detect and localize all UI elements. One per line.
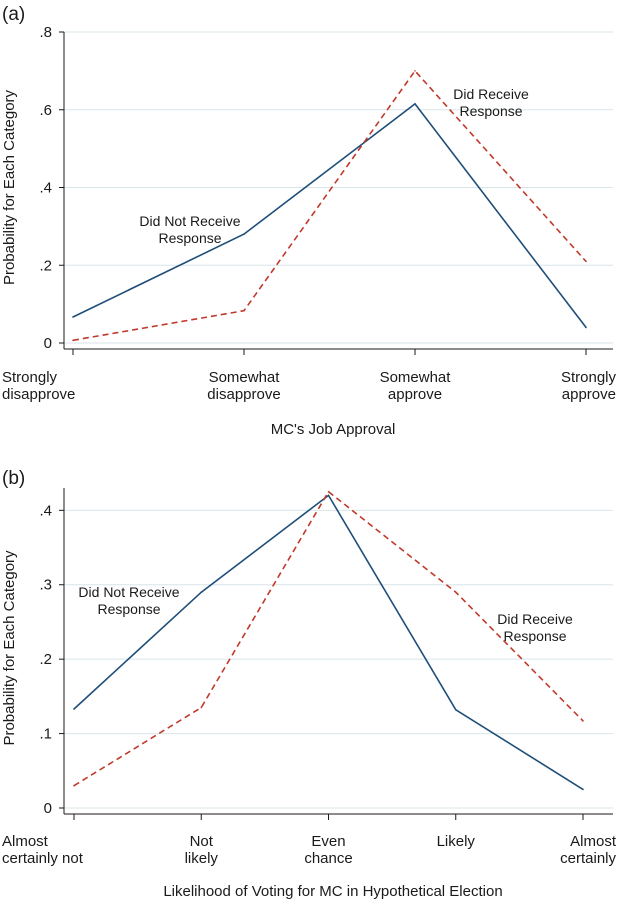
data-point <box>200 591 203 593</box>
chart-panel-b: (b) 0 .1 .2 .3 .4 Probability for Each Categor… <box>1 468 617 900</box>
series-line-received <box>72 69 587 342</box>
series-line-not-received <box>72 102 587 328</box>
y-tick-label: .1 <box>39 726 52 743</box>
annotation-not-received: Response <box>97 601 160 617</box>
y-tick-label: .2 <box>39 257 52 274</box>
data-point <box>243 233 245 235</box>
data-point <box>454 708 457 711</box>
data-point <box>585 326 587 329</box>
x-category-label: certainly <box>560 850 616 867</box>
x-category-label: Likely <box>437 833 476 850</box>
x-category-label: Strongly <box>2 369 58 386</box>
data-point <box>72 339 74 342</box>
x-axis-label: MC's Job Approval <box>271 421 396 438</box>
x-category-label: Almost <box>2 833 49 850</box>
data-point <box>585 260 587 263</box>
y-tick-label: .2 <box>39 651 52 668</box>
x-category-label: Somewhat <box>380 369 452 386</box>
x-category-label: disapprove <box>2 386 75 403</box>
annotation-not-received: Did Not Receive <box>78 584 179 600</box>
x-category-label: Not <box>190 833 214 850</box>
data-point <box>454 591 457 593</box>
y-tick-label: .6 <box>39 102 52 119</box>
annotation-not-received: Response <box>158 230 221 246</box>
y-tick-label: .4 <box>39 180 52 197</box>
data-point <box>582 720 584 722</box>
panel-label: (b) <box>2 468 25 489</box>
panel-label: (a) <box>2 4 25 25</box>
data-point <box>582 788 584 791</box>
y-axis-label: Probability for Each Category <box>1 89 18 285</box>
y-tick-label: .4 <box>39 502 52 519</box>
data-point <box>200 706 203 709</box>
annotation-received: Did Receive <box>497 611 573 627</box>
data-point <box>327 490 330 493</box>
x-category-label: certainly not <box>2 850 84 867</box>
data-point <box>73 784 75 787</box>
x-category-label: approve <box>562 386 616 403</box>
y-tick-label: .3 <box>39 577 52 594</box>
data-point <box>414 70 416 72</box>
x-axis-label: Likelihood of Voting for MC in Hypotheti… <box>163 883 502 900</box>
x-category-label: likely <box>185 850 219 867</box>
y-tick-label: .8 <box>39 24 52 41</box>
x-category-label: Strongly <box>561 369 617 386</box>
data-point <box>72 316 74 318</box>
x-category-label: Somewhat <box>209 369 281 386</box>
data-point <box>327 494 330 497</box>
y-tick-label: 0 <box>44 335 52 352</box>
annotation-received: Response <box>459 103 522 119</box>
data-point <box>414 103 416 105</box>
annotation-received: Did Receive <box>453 86 529 102</box>
x-category-label: approve <box>388 386 442 403</box>
x-category-label: Even <box>311 833 345 850</box>
x-category-label: Almost <box>570 833 617 850</box>
data-point <box>243 309 245 312</box>
data-point <box>73 708 75 710</box>
chart-panel-a: (a) 0 .2 .4 .6 .8 Probability for Each Categor… <box>1 4 616 438</box>
x-category-label: chance <box>304 850 352 867</box>
x-category-label: disapprove <box>207 386 280 403</box>
annotation-received: Response <box>503 628 566 644</box>
annotation-not-received: Did Not Receive <box>139 213 240 229</box>
y-tick-label: 0 <box>44 800 52 817</box>
series-line-received <box>73 490 584 787</box>
y-axis-label: Probability for Each Category <box>1 550 18 746</box>
